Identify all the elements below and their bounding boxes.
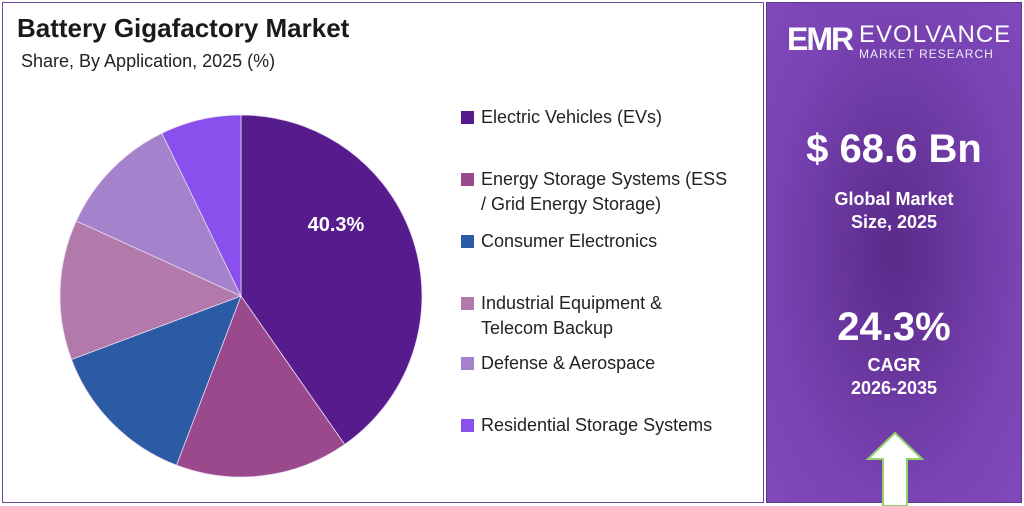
- chart-panel: Battery Gigafactory Market Share, By App…: [2, 2, 764, 503]
- legend-label-line: Energy Storage Systems (ESS: [481, 169, 728, 189]
- chart-subtitle: Share, By Application, 2025 (%): [21, 51, 276, 71]
- pie-slice: [75, 132, 242, 297]
- legend-label-line: Telecom Backup: [481, 318, 614, 338]
- market-size-label-2: Size, 2025: [850, 212, 938, 232]
- legend-label-line: / Grid Energy Storage): [481, 194, 662, 214]
- legend-label: Residential Storage Systems: [481, 413, 712, 438]
- legend-item: Defense & Aerospace: [461, 351, 655, 376]
- legend-item: Electric Vehicles (EVs): [461, 105, 662, 130]
- legend-label-line: Defense & Aerospace: [481, 353, 656, 373]
- legend-label: Defense & Aerospace: [481, 351, 655, 376]
- brand-logo: EMR EVOLVANCE MARKET RESEARCH: [787, 19, 1010, 61]
- legend-swatch: [461, 235, 474, 248]
- legend-swatch: [461, 357, 474, 370]
- legend-label-line: Electric Vehicles (EVs): [481, 107, 663, 127]
- legend-item: Energy Storage Systems (ESS / Grid Energy…: [461, 167, 727, 217]
- legend-item: Industrial Equipment & Telecom Backup: [461, 291, 662, 341]
- pie-slice: [161, 114, 242, 297]
- cagr-value: 24.3%: [837, 305, 951, 349]
- brand-name: EVOLVANCE: [859, 21, 1012, 48]
- pie-slice: [59, 220, 243, 360]
- pie-slice: [175, 295, 346, 478]
- logo-mark: EMR: [787, 21, 854, 57]
- market-size-label-1: Global Market: [834, 189, 954, 209]
- legend-item: Residential Storage Systems: [461, 413, 712, 438]
- legend-label: Energy Storage Systems (ESS / Grid Energy…: [481, 167, 727, 217]
- legend-label-line: Industrial Equipment &: [481, 293, 663, 313]
- slice-data-label: 40.3%: [308, 214, 365, 236]
- summary-panel: EMR EVOLVANCE MARKET RESEARCH $ 68.6 Bn …: [766, 2, 1022, 506]
- brand-sub: MARKET RESEARCH: [859, 47, 994, 61]
- up-arrow-icon: [865, 431, 925, 506]
- pie-slice: [240, 114, 423, 445]
- legend-label: Industrial Equipment & Telecom Backup: [481, 291, 662, 341]
- cagr-period: 2026-2035: [850, 378, 938, 398]
- pie-slice: [70, 295, 242, 466]
- legend-label-line: Consumer Electronics: [481, 231, 658, 251]
- pie-chart: 40.3%: [59, 114, 423, 478]
- legend-swatch: [461, 297, 474, 310]
- chart-title: Battery Gigafactory Market: [17, 13, 350, 43]
- legend-label-line: Residential Storage Systems: [481, 415, 713, 435]
- cagr-label: CAGR: [867, 355, 921, 375]
- legend-item: Consumer Electronics: [461, 229, 657, 254]
- legend-label: Electric Vehicles (EVs): [481, 105, 662, 130]
- legend-swatch: [461, 173, 474, 186]
- legend-label: Consumer Electronics: [481, 229, 657, 254]
- market-size-value: $ 68.6 Bn: [806, 127, 982, 171]
- legend-swatch: [461, 111, 474, 124]
- legend-swatch: [461, 419, 474, 432]
